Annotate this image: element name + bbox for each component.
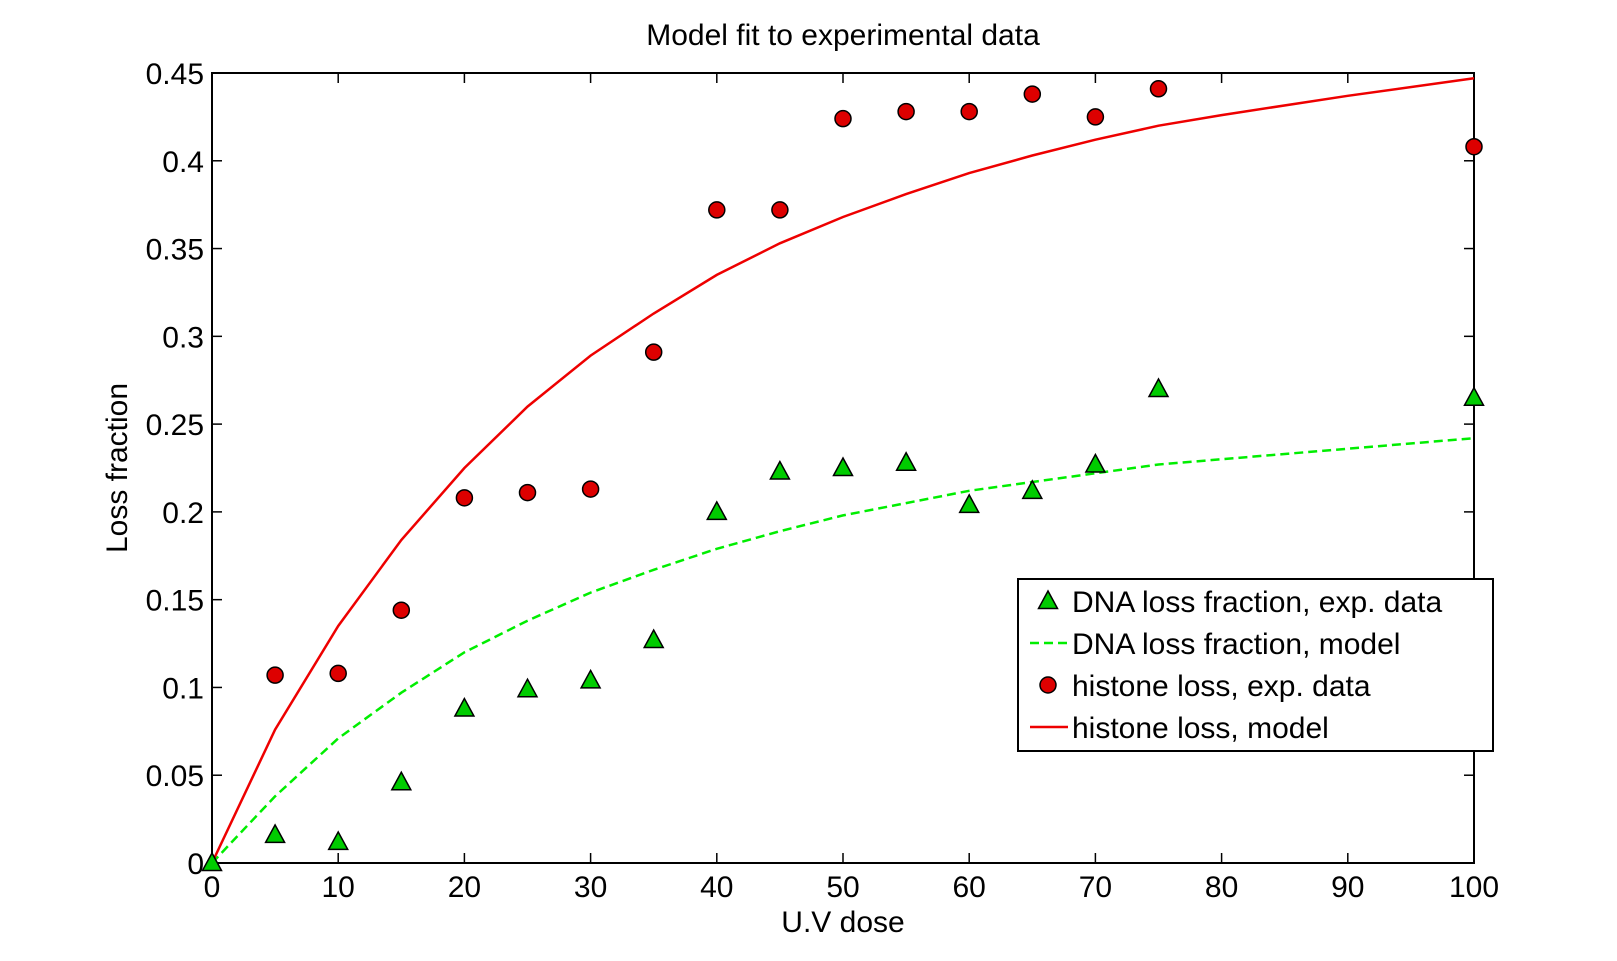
histone-data-point [644,343,663,361]
x-tick-label: 40 [700,871,733,904]
histone-data-point [1149,80,1168,98]
x-tick-label: 80 [1205,871,1238,904]
histone-data-point [455,489,474,507]
histone-data-point [266,666,284,684]
dna-data-point [706,500,728,521]
legend-marker-circle [1039,676,1057,694]
x-tick-label: 0 [204,871,221,904]
dna-data-point [1021,479,1044,500]
dna-data-point [832,456,854,477]
dna-data-point [1463,386,1485,407]
histone-data-point [1086,108,1105,126]
x-tick-label: 90 [1331,871,1364,904]
x-axis-label: U.V dose [781,906,904,939]
y-tick-label: 0.25 [146,409,204,442]
x-tick-label: 10 [322,871,355,904]
series-layer [201,77,1485,872]
dna-data-point [327,830,349,851]
histone-model-line [210,77,1475,864]
histone-data-point [834,109,852,128]
y-tick-label: 0.4 [162,146,204,179]
histone-data-point [897,102,915,121]
histone-data-point [1023,85,1042,103]
dna-data-point [201,851,223,872]
dna-data-point [1084,452,1107,473]
legend-entry-label: DNA loss fraction, model [1072,628,1400,661]
dna-data-point [264,823,286,844]
histone-data-point [960,102,978,121]
histone-data-point [329,664,347,683]
y-tick-label: 0 [187,848,204,881]
y-tick-label: 0.05 [146,760,204,793]
histone-data-point [1465,137,1483,156]
dna-data-point [769,459,791,480]
histone-data-point [518,483,537,502]
legend-entry-label: histone loss, exp. data [1072,670,1371,703]
histone-data-point [708,201,726,219]
legend: DNA loss fraction, exp. data DNA loss fra… [1017,578,1494,752]
x-tick-label: 60 [953,871,986,904]
y-tick-label: 0.3 [162,321,204,354]
y-axis-label: Loss fraction [101,383,134,553]
x-tick-label: 50 [826,871,859,904]
histone-data-point [392,601,411,619]
chart-title: Model fit to experimental data [646,19,1040,52]
dna-data-point [1147,377,1170,398]
axis-ticks: 0 10 20 30 40 50 60 70 80 90 100 0 0.05 0.1 0.15 0.2 0.2… [146,58,1499,904]
y-tick-label: 0.35 [146,234,204,267]
x-tick-label: 30 [574,871,607,904]
dna-data-point [895,451,917,471]
dna-model-line [211,436,1475,864]
histone-data-point [581,480,600,498]
x-tick-label: 100 [1449,871,1499,904]
dna-data-point [390,770,413,791]
histone-data-point [771,201,789,219]
y-tick-label: 0.1 [162,672,204,705]
dna-data-point [516,677,539,698]
dna-data-point [453,696,476,717]
legend-marker-triangle [1037,589,1059,610]
legend-entry-label: histone loss, model [1072,712,1329,745]
dna-data-point [579,668,602,689]
dna-data-point [642,628,665,649]
y-tick-label: 0.2 [162,497,204,530]
dna-data-point [958,493,980,514]
x-tick-label: 20 [448,871,481,904]
y-tick-label: 0.15 [146,585,204,618]
legend-box [1017,578,1494,752]
legend-entry-label: DNA loss fraction, exp. data [1072,586,1442,619]
x-tick-label: 70 [1079,871,1112,904]
y-tick-label: 0.45 [146,58,204,91]
